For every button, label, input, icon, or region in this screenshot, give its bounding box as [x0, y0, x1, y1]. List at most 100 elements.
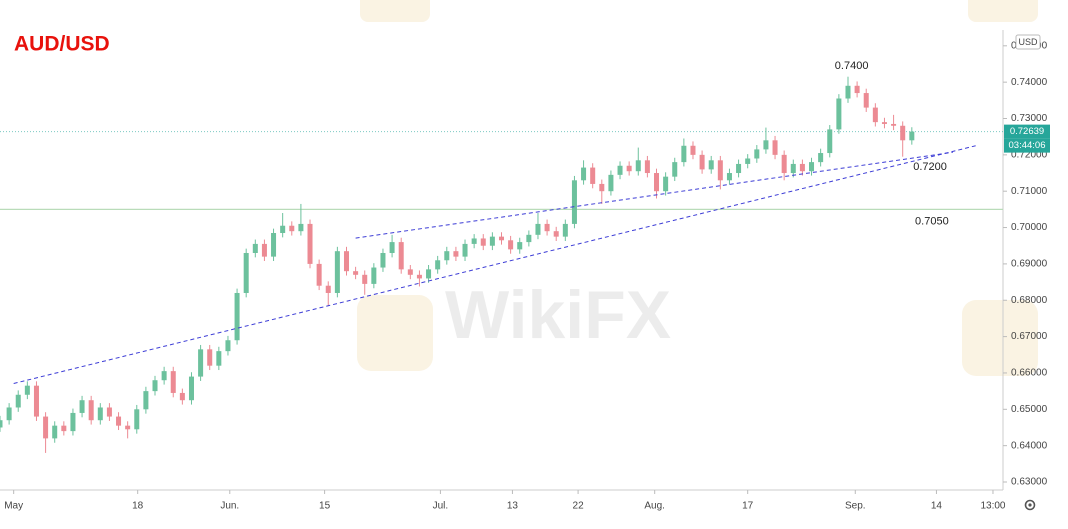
- candle-body: [781, 154, 787, 174]
- y-tick-label: 0.65000: [1011, 404, 1048, 415]
- countdown: 03:44:06: [1009, 140, 1046, 151]
- countdown-box: [1004, 138, 1050, 153]
- candle-body: [271, 233, 277, 257]
- candle-body: [143, 391, 149, 410]
- candle-body: [736, 163, 742, 174]
- candle-body: [362, 274, 368, 284]
- candle-body: [772, 140, 778, 155]
- watermark-logo: [357, 295, 433, 371]
- candle-body: [699, 154, 705, 170]
- candle-body: [161, 371, 167, 381]
- candle-body: [863, 93, 869, 108]
- candle-body: [480, 238, 486, 246]
- candle-body: [88, 400, 94, 421]
- candle-body: [134, 409, 140, 430]
- candle-body: [225, 340, 231, 352]
- candle-body: [726, 173, 732, 181]
- y-tick-label: 0.63000: [1011, 477, 1048, 488]
- candle-body: [316, 263, 322, 286]
- x-tick-label: 13:00: [980, 501, 1005, 512]
- candle-body: [635, 160, 641, 172]
- watermark-logo: [968, 0, 1038, 22]
- annotation: 0.7400: [835, 60, 869, 72]
- settings-icon[interactable]: [1024, 499, 1036, 511]
- candle-body: [663, 176, 669, 192]
- candle-body: [353, 271, 359, 275]
- candle-body: [234, 292, 240, 341]
- candle-body: [462, 243, 468, 257]
- candle-body: [389, 242, 395, 253]
- candle-body: [845, 85, 851, 99]
- candle-body: [517, 242, 523, 250]
- candle-body: [599, 183, 605, 192]
- candle-body: [371, 267, 377, 284]
- candle-body: [407, 269, 413, 275]
- candle-body: [553, 231, 559, 237]
- y-tick-label: 0.64000: [1011, 440, 1048, 451]
- candle-body: [426, 269, 432, 279]
- y-tick-label: 0.71000: [1011, 186, 1048, 197]
- candle-body: [325, 285, 331, 293]
- candle-body: [216, 351, 222, 366]
- axis-layer: 0.63000 0.64000 0.65000 0.66000 0.67000 0.680…: [4, 40, 1050, 512]
- candle-body: [571, 180, 577, 224]
- candle-body: [544, 223, 550, 232]
- candle-body: [33, 385, 39, 417]
- candle-body: [97, 407, 103, 421]
- candle-body: [644, 160, 650, 174]
- candle-body: [307, 223, 313, 264]
- candle-body: [61, 425, 67, 432]
- candle-body: [489, 236, 495, 246]
- candle-body: [827, 129, 833, 154]
- currency: USD: [1018, 37, 1038, 47]
- candle-body: [179, 392, 185, 401]
- x-tick-label: 15: [319, 501, 331, 512]
- candle-body: [690, 145, 696, 155]
- candle-body: [708, 160, 714, 170]
- candle-body: [334, 251, 340, 293]
- candle-body: [261, 243, 267, 257]
- candle-body: [854, 85, 860, 94]
- candle-body: [872, 107, 878, 123]
- candle-body: [0, 420, 3, 428]
- candle-body: [79, 400, 85, 413]
- y-tick-label: 0.67000: [1011, 331, 1048, 342]
- candle-body: [654, 173, 660, 192]
- candle-body: [672, 162, 678, 177]
- x-tick-label: 18: [132, 501, 144, 512]
- candle-body: [43, 416, 49, 439]
- annotation: 0.7050: [915, 215, 949, 227]
- candle-body: [471, 238, 477, 244]
- y-tick-label: 0.73000: [1011, 113, 1048, 124]
- candle-body: [416, 274, 422, 279]
- plot-area: 0.7400 0.7200 0.7050: [0, 60, 1003, 453]
- candle-body: [526, 234, 532, 243]
- x-tick-label: 22: [573, 501, 585, 512]
- candle-body: [809, 162, 815, 172]
- watermark-logo: [360, 0, 430, 22]
- candle-body: [763, 140, 769, 150]
- last-price-box: [1004, 124, 1050, 139]
- x-tick-label: May: [4, 501, 23, 512]
- candle-body: [799, 163, 805, 172]
- watermark: WikiFX: [445, 277, 671, 353]
- candle-body: [125, 425, 131, 430]
- candle-body: [681, 145, 687, 163]
- candle-body: [70, 412, 76, 432]
- candle-body: [836, 98, 842, 130]
- x-tick-label: Sep.: [845, 501, 866, 512]
- candle-body: [252, 243, 258, 253]
- candle-body: [343, 251, 349, 272]
- watermark-logo: [962, 300, 1038, 376]
- candle-body: [745, 158, 751, 164]
- last-price-label: 0.72639: [1010, 126, 1044, 137]
- candle-body: [818, 153, 824, 163]
- candle-body: [909, 131, 915, 141]
- x-tick-label: Jul.: [433, 501, 449, 512]
- gear: [1024, 499, 1036, 511]
- candle-body: [116, 416, 122, 426]
- candle-body: [617, 165, 623, 175]
- y-tick-label: 0.66000: [1011, 368, 1048, 379]
- candle-body: [790, 163, 796, 174]
- candle-body: [581, 167, 587, 181]
